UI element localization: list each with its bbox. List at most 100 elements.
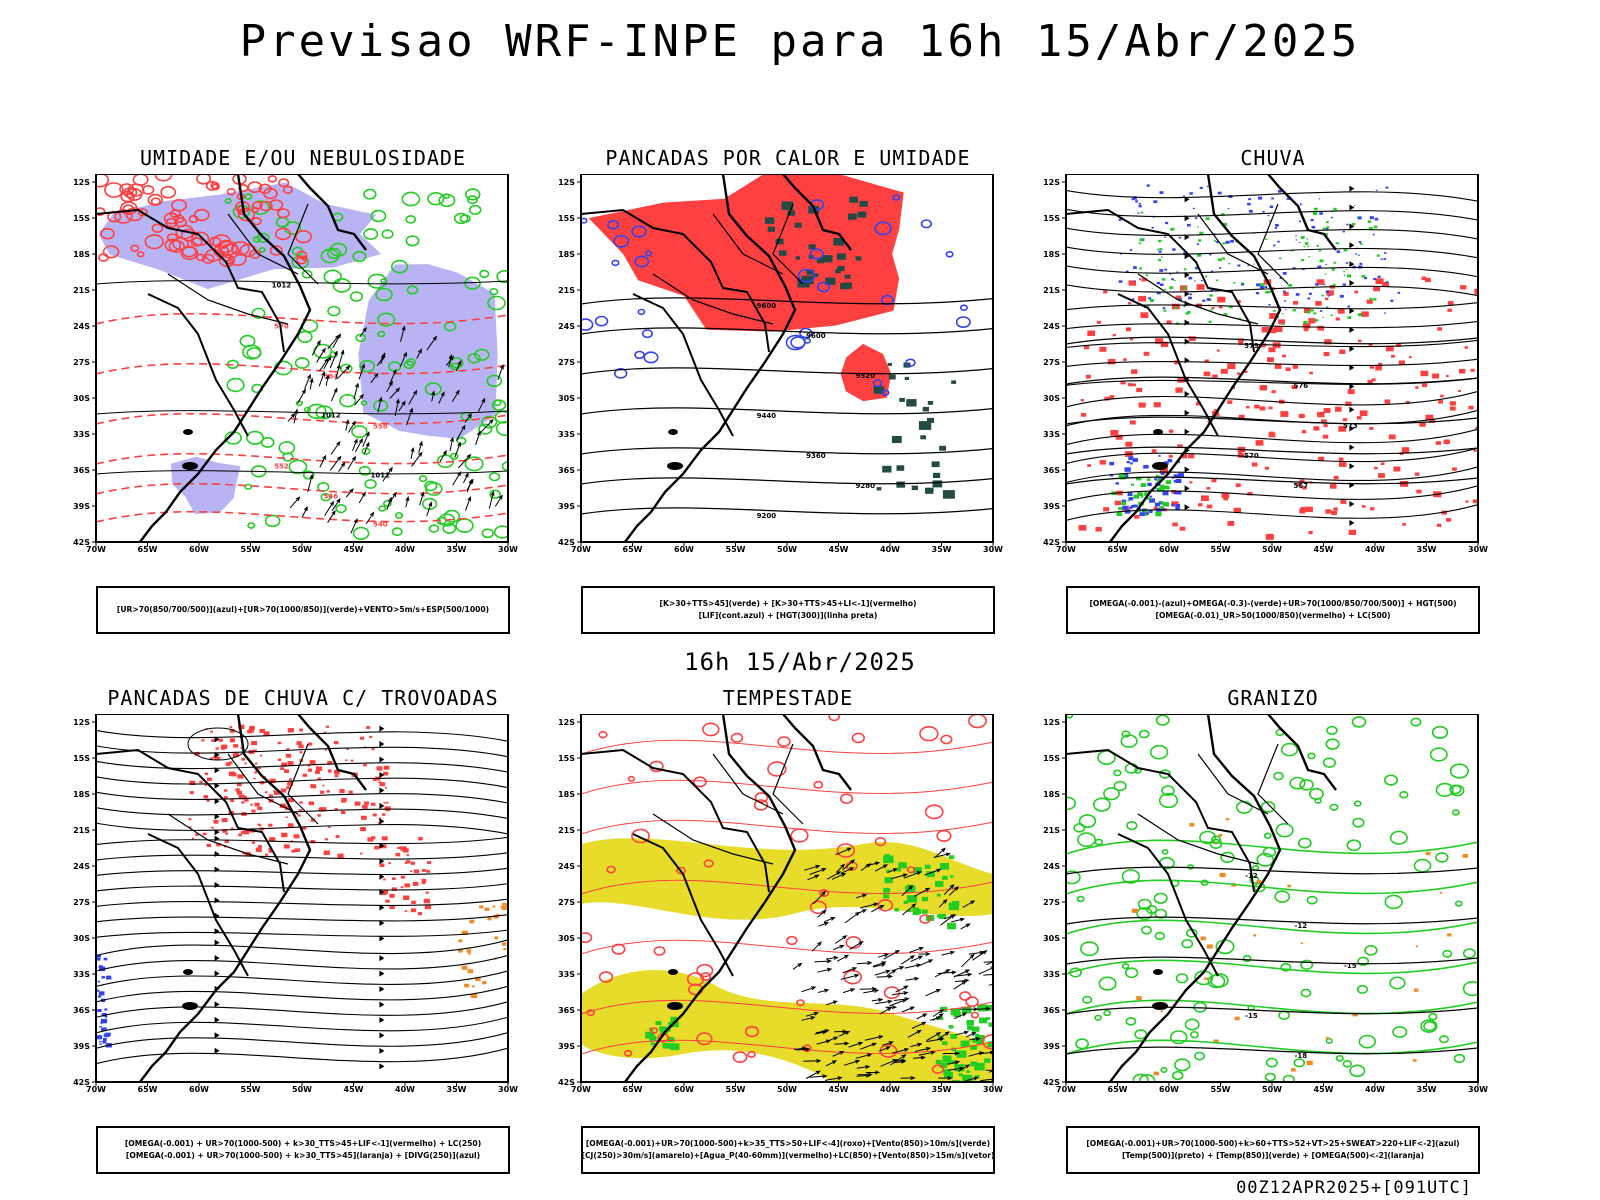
precip-speckle [813,273,819,277]
precip-speckle [1096,320,1101,324]
panel-trovoadas: PANCADAS DE CHUVA C/ TROVOADAS 12S 15S 18S… [48,686,548,1176]
precip-speckle [1164,492,1167,495]
precip-speckle [1136,476,1142,481]
lat-label: 21S [558,286,575,295]
contour-label: -12 [1295,922,1308,930]
precip-speckle [1465,500,1469,503]
precip-speckle [1292,309,1296,312]
contour-ring [267,175,278,183]
lagoon [1152,462,1168,470]
contour-ring [1451,809,1460,816]
contour-ring [1153,892,1168,904]
lon-label: 35W [447,1085,467,1094]
precip-speckle [426,861,432,865]
precip-speckle [1159,506,1164,509]
precip-speckle [379,863,385,867]
precip-speckle [1247,491,1253,496]
contour-ring [246,347,262,359]
contour-ring [931,1064,945,1075]
precip-speckle [1235,483,1241,487]
precip-speckle [873,386,885,394]
precip-speckle [1182,286,1187,290]
contour-label: -15 [1245,1012,1258,1020]
precip-speckle [1278,319,1286,325]
precip-speckle [1304,242,1309,245]
precip-speckle [237,774,244,779]
precip-speckle [882,465,892,473]
lat-label: 12S [558,178,575,187]
precip-speckle [836,253,846,260]
contour-ring [114,209,133,224]
precip-speckle [855,256,862,261]
precip-speckle [1188,296,1192,300]
contour-ring [1098,976,1117,991]
precip-speckle [1133,494,1140,499]
precip-speckle [926,871,935,878]
precip-speckle [289,778,292,781]
wind-vector [942,1051,960,1056]
contour-ring [1462,981,1478,997]
country-border [581,748,770,893]
precip-speckle [775,238,784,245]
contour-ring [940,734,953,745]
precip-speckle [1368,227,1373,231]
precip-speckle [503,948,507,951]
lon-label: 30W [498,1085,518,1094]
precip-speckle [461,930,468,935]
lat-label: 15S [558,214,575,223]
contour-ring [264,514,281,528]
contour-ring [1389,830,1408,845]
precip-speckle [1300,236,1305,239]
precip-speckle [1408,356,1412,359]
wind-vector [817,967,833,973]
precip-speckle [307,764,311,767]
precip-speckle [247,729,253,734]
precip-speckle [281,832,288,838]
precip-speckle [1161,278,1166,281]
precip-speckle [242,852,246,855]
precip-speckle [96,989,100,992]
contour-ring [581,217,588,224]
country-border [96,748,285,893]
precip-speckle [1252,263,1255,265]
streamline [96,822,508,835]
precip-speckle [1312,287,1314,289]
precip-speckle [1319,212,1323,215]
lagoon [667,462,683,470]
flow-arrow [1349,280,1355,287]
wind-vector [418,440,423,454]
precip-speckle [1317,411,1325,418]
precip-speckle [1330,484,1337,489]
wind-vector [324,500,335,516]
precip-speckle [1227,207,1230,210]
precip-speckle [1390,299,1394,302]
precip-speckle [501,902,507,906]
precip-speckle [1342,283,1346,286]
lon-label: 50W [1262,1085,1282,1094]
precip-speckle [932,472,941,478]
precip-speckle [1342,418,1348,422]
precip-speckle [417,912,422,916]
precip-speckle [201,739,205,742]
precip-speckle [243,830,250,835]
wind-vector [904,963,922,969]
wind-vector [988,1069,993,1073]
precip-speckle [1385,345,1394,352]
flow-arrow [379,818,385,825]
contour-ring [1103,787,1120,801]
contour-ring [809,248,824,260]
precip-speckle [1343,274,1346,276]
storm-orange [458,902,508,999]
contour-ring [165,217,178,228]
precip-speckle [235,788,240,792]
precip-speckle [1165,480,1172,485]
contour-ring [251,206,259,213]
precip-speckle [1370,507,1375,511]
precip-speckle [1369,216,1374,220]
precip-speckle [1326,306,1328,308]
precip-speckle [204,784,207,787]
precip-speckle [288,798,294,803]
flow-arrow [1184,253,1190,260]
precip-speckle [1221,213,1225,216]
